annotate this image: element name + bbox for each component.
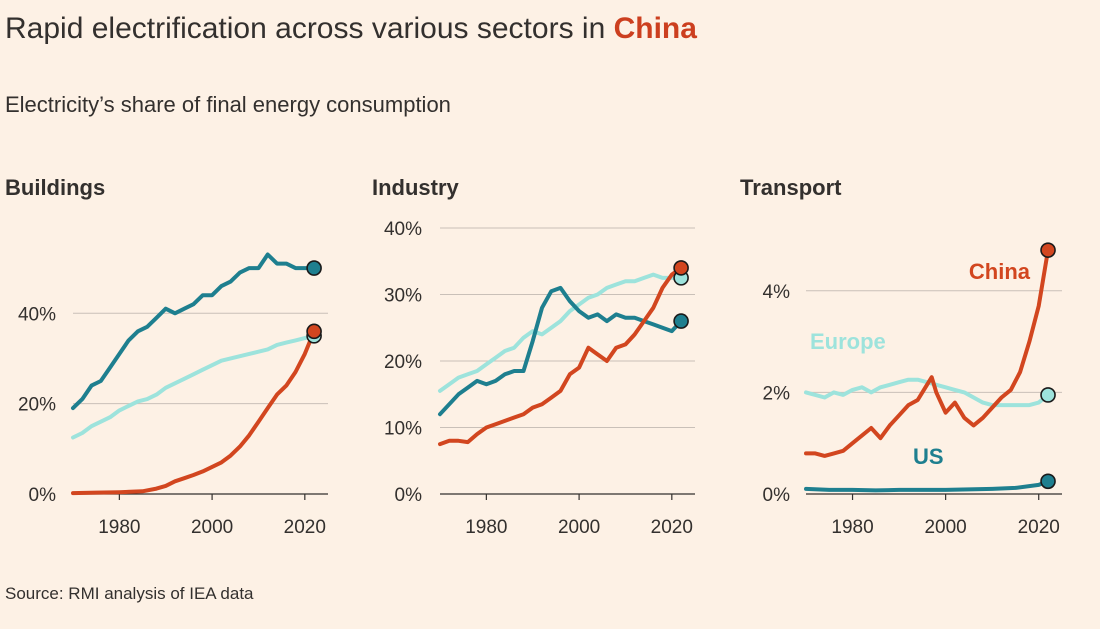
y-tick-label: 20% [18,395,56,416]
panel-industry: Industry 0% 10% 20% 30% 40% 1980 2000 2020 [372,175,695,538]
series-label-us: US [913,444,944,469]
panel-transport: Transport 0% 2% 4% 1980 2000 2020 Europe China US [740,175,1062,538]
y-tick-label: 40% [18,304,56,325]
panel-title: Industry [372,175,460,200]
chart-subtitle: Electricity’s share of final energy cons… [5,92,451,117]
x-tick-label: 2020 [651,517,693,538]
panel-buildings: Buildings 0% 20% 40% 1980 2000 2020 [5,175,328,538]
end-point-us [1040,473,1056,490]
x-tick-label: 1980 [831,517,873,538]
y-tick-label: 20% [384,352,422,373]
panel-title: Buildings [5,175,105,200]
x-tick-label: 1980 [465,517,507,538]
y-tick-label: 4% [763,282,791,303]
x-tick-label: 2000 [924,517,966,538]
series-line-us [71,252,317,411]
y-tick-label: 2% [763,383,791,404]
series-line-china [71,329,317,496]
end-point-china [1040,242,1056,258]
y-tick-label: 30% [384,286,422,307]
x-tick-label: 2000 [191,517,233,538]
series-line-europe [438,272,684,393]
x-tick-label: 2000 [558,517,600,538]
y-tick-label: 0% [395,485,423,506]
x-tick-label: 2020 [284,517,326,538]
end-point-china [673,260,689,276]
y-tick-label: 0% [29,485,57,506]
end-point-us [306,260,322,276]
panel-title: Transport [740,175,842,200]
end-point-china [306,323,322,340]
series-line-europe [71,333,317,440]
series-line-china [438,265,684,447]
x-tick-label: 2020 [1018,517,1060,538]
chart-title: Rapid electrification across various sec… [5,12,697,46]
end-point-us [673,313,689,329]
series-label-europe: Europe [810,329,886,354]
chart-title-highlight: China [613,12,697,45]
series-line-china [804,248,1050,458]
end-point-europe [1040,387,1056,403]
series-line-us [804,479,1050,493]
series-line-us [438,285,684,417]
chart-title-text: Rapid electrification across various sec… [5,12,614,45]
source-note: Source: RMI analysis of IEA data [5,584,254,603]
x-tick-label: 1980 [98,517,140,538]
series-label-china: China [969,259,1031,284]
y-tick-label: 0% [763,485,791,506]
y-tick-label: 40% [384,219,422,240]
y-tick-label: 10% [384,419,422,440]
